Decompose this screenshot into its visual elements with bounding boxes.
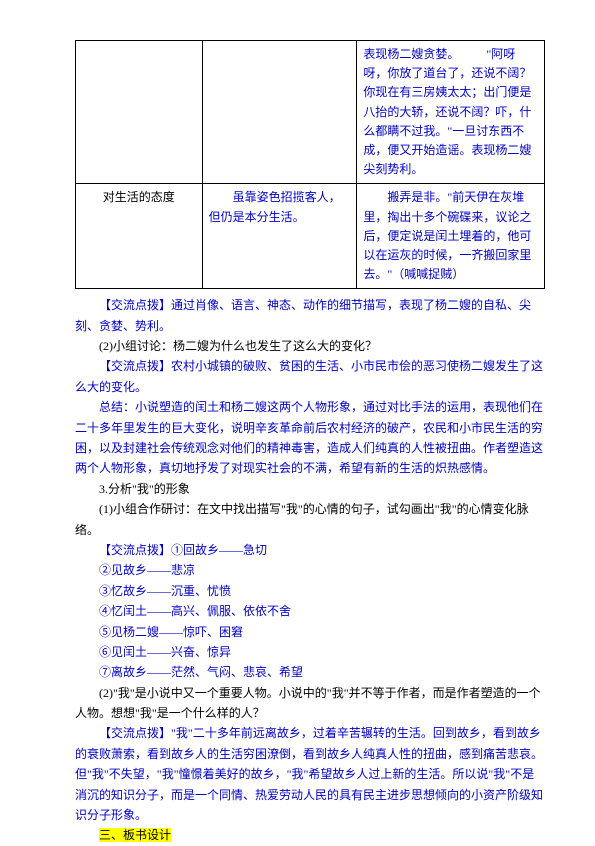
table-row: 表现杨二嫂贪婪。 "阿呀呀，你放了道台了，还说不阔？你现在有三房姨太太；出门便是… [76, 41, 545, 184]
cell-r2c3: 搬弄是非。"前天伊在灰堆里，掏出十多个碗碟来，议论之后，便定说是闰土埋着的，他可… [357, 184, 545, 289]
label: 【交流点拨】 [99, 359, 171, 373]
para-7: 【交流点拨】①回故乡——急切 [75, 540, 545, 560]
para-16: 三、板书设计 [75, 825, 545, 845]
text: "我"二十多年前远离故乡，过着辛苦辗转的生活。回到故乡，看到故乡的衰败萧索，看到… [75, 726, 543, 822]
para-1: 【交流点拨】通过肖像、语言、神态、动作的细节描写，表现了杨二嫂的自私、尖刻、贪婪… [75, 295, 545, 336]
table-row: 对生活的态度 虽靠姿色招揽客人，但仍是本分生活。 搬弄是非。"前天伊在灰堆里，掏… [76, 184, 545, 289]
para-9: ③忆故乡——沉重、忧愤 [75, 581, 545, 601]
label: 【交流点拨】 [99, 298, 171, 312]
para-5: 3.分析"我"的形象 [75, 479, 545, 499]
para-11: ⑤见杨二嫂——惊吓、困窘 [75, 622, 545, 642]
content-body: 【交流点拨】通过肖像、语言、神态、动作的细节描写，表现了杨二嫂的自私、尖刻、贪婪… [75, 295, 545, 846]
cell-r2c1: 对生活的态度 [76, 184, 203, 289]
text: 小说塑造的闰土和杨二嫂这两个人物形象，通过对比手法的运用，表现他们在二十多年里发… [75, 400, 543, 475]
para-8: ②见故乡——悲凉 [75, 560, 545, 580]
para-6: (1)小组合作研讨：在文中找出描写"我"的心情的句子，试勾画出"我"的心情变化脉… [75, 499, 545, 540]
label: 【交流点拨】 [99, 726, 171, 740]
cell-r2c2: 虽靠姿色招揽客人，但仍是本分生活。 [202, 184, 357, 289]
para-12: ⑥见闰土——兴奋、惊异 [75, 642, 545, 662]
section-heading: 三、板书设计 [99, 828, 171, 842]
cell-r1c3: 表现杨二嫂贪婪。 "阿呀呀，你放了道台了，还说不阔？你现在有三房姨太太；出门便是… [357, 41, 545, 184]
para-13: ⑦离故乡——茫然、气闷、悲哀、希望 [75, 662, 545, 682]
cell-r1c1 [76, 41, 203, 184]
para-2: (2)小组讨论：杨二嫂为什么也发生了这么大的变化？ [75, 336, 545, 356]
para-10: ④忆闰土——高兴、佩服、依依不舍 [75, 601, 545, 621]
para-15: 【交流点拨】"我"二十多年前远离故乡，过着辛苦辗转的生活。回到故乡，看到故乡的衰… [75, 723, 545, 825]
label: 总结： [99, 400, 135, 414]
para-3: 【交流点拨】农村小城镇的破败、贫困的生活、小市民市侩的恶习使杨二嫂发生了这么大的… [75, 356, 545, 397]
cell-r1c2 [202, 41, 357, 184]
comparison-table: 表现杨二嫂贪婪。 "阿呀呀，你放了道台了，还说不阔？你现在有三房姨太太；出门便是… [75, 40, 545, 289]
para-14: (2)"我"是小说中又一个重要人物。小说中的"我"并不等于作者，而是作者塑造的一… [75, 683, 545, 724]
para-4: 总结：小说塑造的闰土和杨二嫂这两个人物形象，通过对比手法的运用，表现他们在二十多… [75, 397, 545, 479]
